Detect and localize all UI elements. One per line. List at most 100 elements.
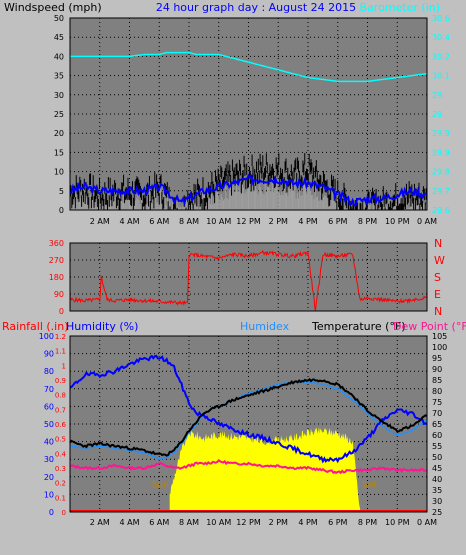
direction-plot-border xyxy=(69,242,428,312)
compass-label: N xyxy=(434,305,442,318)
dew-point-line xyxy=(69,458,428,475)
sunset-label: Set xyxy=(362,480,377,490)
barometer-y-tick-label: 30.4 xyxy=(432,33,450,42)
rainfall-y-tick-label: 0.6 xyxy=(55,421,67,429)
rainfall-y-tick-label: 0 xyxy=(62,509,66,517)
humidex-legend: Humidex xyxy=(240,320,290,333)
wind-x-tick-label: 6 AM xyxy=(149,217,169,226)
wind-y-tick-label: 0 xyxy=(59,206,64,215)
sun-area xyxy=(169,427,361,512)
barometer-y-tick-label: 29.8 xyxy=(432,168,450,177)
temperature-y-tick-label: 105 xyxy=(432,332,447,341)
humidity-y-tick-label: 0 xyxy=(49,508,54,517)
wind-y-tick-label: 50 xyxy=(54,14,64,23)
wind-y-tick-label: 15 xyxy=(54,148,64,157)
temperature-y-tick-label: 95 xyxy=(432,354,442,363)
direction-y-tick-label: 270 xyxy=(49,256,64,265)
wind-x-tick-label: 12 PM xyxy=(236,217,261,226)
temp-x-tick-label: 10 PM xyxy=(385,518,410,527)
temp-x-tick-label: 4 PM xyxy=(298,518,317,527)
wind-y-tick-label: 5 xyxy=(59,187,64,196)
wind-y-ticks: 0 5 10 15 20 25 30 35 40 45 50 xyxy=(54,14,64,215)
rainfall-y-tick-label: 0.3 xyxy=(55,465,66,473)
wind-average-line xyxy=(69,173,428,207)
temperature-y-tick-label: 70 xyxy=(432,409,442,418)
humidity-y-tick-label: 10 xyxy=(44,490,54,499)
humidity-y-tick-label: 40 xyxy=(44,438,54,447)
barometer-axis-title: Barometer (in) xyxy=(360,1,441,14)
wind-x-tick-label: 8 PM xyxy=(358,217,377,226)
temperature-humidity-panel: Rainfall (.in) Humidity (%) Humidex Temp… xyxy=(2,320,466,527)
barometer-y-tick-label: 29.9 xyxy=(432,148,450,157)
humidity-y-tick-label: 70 xyxy=(44,385,54,394)
humidity-axis-title: Humidity (%) xyxy=(66,320,138,333)
barometer-y-tick-label: 29.9 xyxy=(432,129,450,138)
wind-x-tick-label: 4 AM xyxy=(119,217,139,226)
temperature-y-tick-label: 45 xyxy=(432,464,442,473)
barometer-y-tick-label: 29. xyxy=(432,110,445,119)
temp-x-tick-label: 0 AM xyxy=(417,518,437,527)
direction-y-tick-label: 0 xyxy=(59,307,64,316)
rainfall-y-ticks: 0 0.1 0.2 0.3 0.4 0.5 0.6 0.7 0.8 0.9 1 1.1 1.2 xyxy=(55,333,67,517)
humidity-y-tick-label: 100 xyxy=(39,332,54,341)
rainfall-y-tick-label: 0.9 xyxy=(55,377,66,385)
rainfall-y-tick-label: 1.1 xyxy=(55,348,66,356)
direction-y-tick-label: 90 xyxy=(54,290,64,299)
rainfall-y-tick-label: 0.5 xyxy=(55,436,66,444)
humidity-y-tick-label: 20 xyxy=(44,473,54,482)
humidity-y-tick-label: 90 xyxy=(44,350,54,359)
temperature-axis-title: Temperature (°F) xyxy=(311,320,406,333)
rainfall-y-tick-label: 0.4 xyxy=(55,450,67,458)
direction-y-ticks: 0 90 180 270 360 xyxy=(49,239,64,316)
temp-series xyxy=(69,354,428,512)
rainfall-y-tick-label: 1 xyxy=(62,362,66,370)
humidity-y-tick-label: 30 xyxy=(44,455,54,464)
temp-x-tick-label: 2 PM xyxy=(269,518,288,527)
wind-barometer-panel: Windspeed (mph) 24 hour graph day : Augu… xyxy=(4,1,450,226)
direction-series xyxy=(69,249,428,312)
rainfall-y-tick-label: 0.7 xyxy=(55,406,66,414)
temp-x-tick-label: 8 AM xyxy=(179,518,199,527)
temperature-y-tick-label: 25 xyxy=(432,508,442,517)
temperature-y-tick-label: 90 xyxy=(432,365,442,374)
wind-y-tick-label: 35 xyxy=(54,72,64,81)
temperature-y-tick-label: 50 xyxy=(432,453,442,462)
temperature-y-tick-label: 85 xyxy=(432,376,442,385)
wind-y-tick-label: 30 xyxy=(54,91,64,100)
wind-series xyxy=(69,51,428,210)
wind-y-tick-label: 10 xyxy=(54,168,64,177)
temp-plot-border xyxy=(69,335,428,513)
rainfall-axis-title: Rainfall (.in) xyxy=(2,320,69,333)
wind-y-tick-label: 20 xyxy=(54,129,64,138)
barometer-y-tick-label: 30.2 xyxy=(432,52,450,61)
wind-y-tick-label: 25 xyxy=(54,110,64,119)
rainfall-y-tick-label: 1.2 xyxy=(55,333,66,341)
temp-x-tick-label: 10 AM xyxy=(206,518,231,527)
windspeed-axis-title: Windspeed (mph) xyxy=(4,1,102,14)
temp-x-tick-label: 4 AM xyxy=(119,518,139,527)
compass-label: E xyxy=(434,288,441,301)
wind-y-tick-label: 45 xyxy=(54,33,64,42)
sunshine-area xyxy=(169,427,361,512)
temp-x-tick-label: 6 PM xyxy=(328,518,347,527)
temp-x-ticks: 2 AM 4 AM 6 AM 8 AM 10 AM 12 PM 2 PM 4 PM 6 PM 8 … xyxy=(90,518,437,527)
barometer-y-ticks: 29.6 29.7 29.8 29.9 29.9 29. 29. 30.1 30.2 30.4 30… xyxy=(432,14,450,215)
wind-x-tick-label: 10 PM xyxy=(385,217,410,226)
temperature-y-tick-label: 100 xyxy=(432,343,447,352)
direction-y-tick-label: 360 xyxy=(49,239,64,248)
humidity-y-tick-label: 60 xyxy=(44,402,54,411)
temperature-y-tick-label: 60 xyxy=(432,431,442,440)
rainfall-y-tick-label: 0.2 xyxy=(55,480,66,488)
humidity-y-ticks: 0 10 20 30 40 50 60 70 80 90 100 xyxy=(39,332,54,517)
dewpoint-axis-title: Dew Point (°F) xyxy=(393,320,466,333)
compass-label: N xyxy=(434,237,442,250)
barometer-y-tick-label: 29.7 xyxy=(432,187,450,196)
humidity-y-tick-label: 50 xyxy=(44,420,54,429)
temp-x-tick-label: 6 AM xyxy=(149,518,169,527)
wind-x-tick-label: 4 PM xyxy=(298,217,317,226)
graph-title: 24 hour graph day : August 24 2015 xyxy=(156,1,356,14)
compass-label: W xyxy=(434,254,445,267)
